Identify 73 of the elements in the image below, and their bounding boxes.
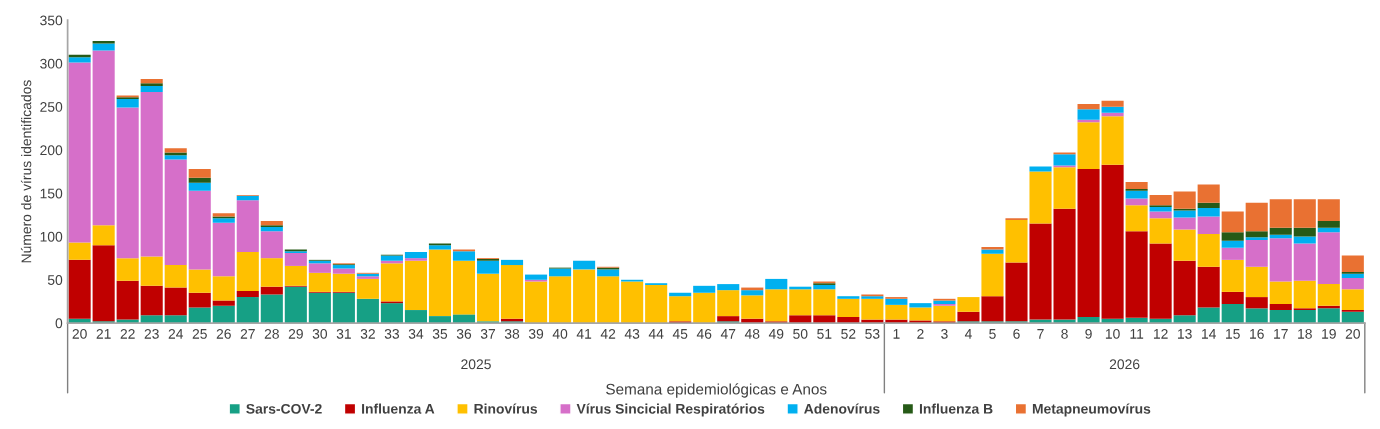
x-tick-label: 41 <box>576 329 592 339</box>
x-tick-label: 19 <box>1322 328 1336 339</box>
x-tick-label: 15 <box>1226 329 1240 339</box>
legend-label: Adenovírus <box>804 403 880 414</box>
x-tick-label: 48 <box>744 328 760 339</box>
x-tick-label: 28 <box>264 328 279 339</box>
x-tick-label: 23 <box>144 328 159 339</box>
y-tick-label: 200 <box>40 145 63 156</box>
x-tick-label: 32 <box>360 328 375 339</box>
x-tick-label: 47 <box>720 329 736 339</box>
legend-label: Sars-COV-2 <box>246 403 322 414</box>
legend-label: Influenza B <box>919 403 993 414</box>
legend-label: Metapneumovírus <box>1032 403 1151 417</box>
x-tick-label: 10 <box>1105 328 1120 339</box>
y-tick-label: 300 <box>40 58 63 69</box>
x-tick-label: 3 <box>941 328 948 339</box>
x-tick-label: 11 <box>1130 329 1144 339</box>
x-tick-label: 53 <box>865 328 880 339</box>
x-tick-label: 52 <box>841 328 856 339</box>
x-tick-label: 49 <box>768 328 784 339</box>
x-tick-label: 50 <box>793 328 808 339</box>
x-tick-label: 14 <box>1202 329 1216 339</box>
x-tick-label: 12 <box>1153 328 1168 339</box>
y-axis-title: Número de vírus identificados <box>20 80 32 263</box>
x-tick-label: 26 <box>216 328 231 339</box>
x-tick-label: 35 <box>432 328 448 339</box>
text: 2025 <box>461 359 491 370</box>
x-tick-label: 31 <box>336 328 351 339</box>
x-tick-label: 42 <box>600 328 616 339</box>
x-tick-label: 27 <box>240 328 255 339</box>
x-tick-label: 6 <box>1013 328 1020 339</box>
text: 2026 <box>1109 359 1140 370</box>
x-tick-label: 21 <box>96 328 111 339</box>
x-tick-label: 20 <box>72 328 87 339</box>
x-tick-label: 7 <box>1037 329 1044 339</box>
x-tick-label: 5 <box>989 329 996 339</box>
x-tick-label: 40 <box>552 328 568 339</box>
x-tick-label: 1 <box>893 329 900 339</box>
y-tick-label: 50 <box>47 275 63 285</box>
x-tick-label: 37 <box>480 328 496 339</box>
legend-label: Influenza A <box>362 403 435 414</box>
x-tick-label: 8 <box>1061 328 1068 339</box>
x-tick-label: 34 <box>408 328 424 339</box>
x-tick-label: 43 <box>624 328 640 339</box>
x-tick-label: 20 <box>1345 328 1360 339</box>
x-tick-label: 38 <box>504 328 520 339</box>
x-tick-label: 24 <box>168 328 184 339</box>
x-tick-label: 17 <box>1274 329 1288 339</box>
x-tick-label: 46 <box>696 328 712 339</box>
x-tick-label: 39 <box>528 328 544 339</box>
x-tick-label: 16 <box>1250 328 1264 339</box>
x-tick-label: 9 <box>1085 328 1092 339</box>
x-tick-label: 51 <box>817 329 832 339</box>
x-tick-label: 44 <box>648 329 664 339</box>
x-tick-label: 30 <box>312 328 328 339</box>
legend-label: Rinovírus <box>474 403 538 414</box>
x-tick-label: 45 <box>672 329 688 339</box>
x-tick-label: 33 <box>384 328 400 339</box>
y-tick-label: 150 <box>40 188 63 199</box>
legend-label: Vírus Sincicial Respiratórios <box>576 403 765 417</box>
x-tick-label: 4 <box>964 329 972 339</box>
x-tick-label: 2 <box>917 328 924 339</box>
y-tick-label: 0 <box>55 318 63 329</box>
y-tick-label: 350 <box>40 15 63 26</box>
x-tick-label: 29 <box>288 328 303 339</box>
x-tick-label: 22 <box>120 328 135 339</box>
x-tick-label: 25 <box>192 328 207 339</box>
x-axis-title: Semana epidemiológicas e Anos <box>606 383 827 398</box>
x-tick-label: 13 <box>1177 328 1192 339</box>
y-tick-label: 250 <box>40 102 63 112</box>
y-tick-label: 100 <box>40 231 63 242</box>
x-tick-label: 18 <box>1298 328 1312 339</box>
x-tick-label: 36 <box>456 328 472 339</box>
